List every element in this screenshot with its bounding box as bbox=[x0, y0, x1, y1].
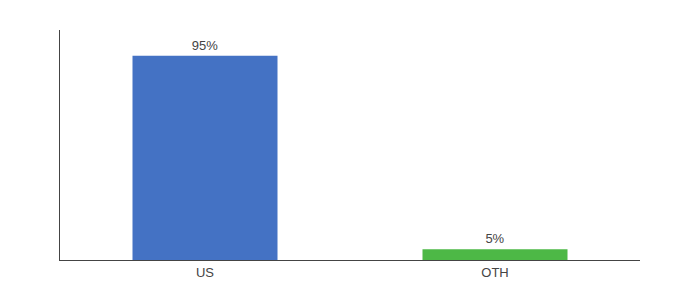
svg-text:95%: 95% bbox=[192, 38, 218, 53]
svg-text:5%: 5% bbox=[485, 231, 504, 246]
svg-text:US: US bbox=[196, 265, 214, 280]
svg-text:OTH: OTH bbox=[481, 265, 508, 280]
